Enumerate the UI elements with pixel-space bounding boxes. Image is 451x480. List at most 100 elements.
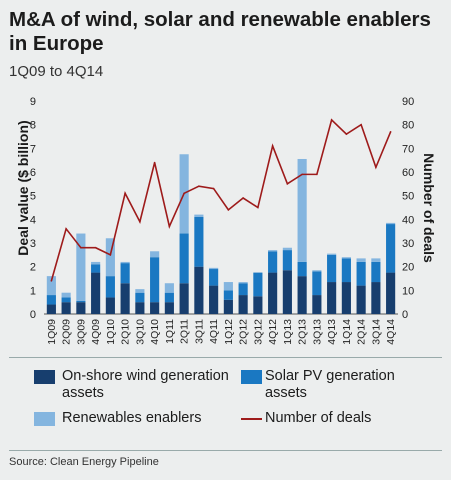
deals-point bbox=[242, 197, 244, 199]
deals-point bbox=[389, 130, 392, 133]
x-tick-label: 4Q14 bbox=[385, 319, 397, 345]
bar-solar-pv bbox=[105, 276, 115, 298]
y-tick-label: 9 bbox=[30, 96, 36, 108]
bar-renewables-enablers bbox=[223, 282, 233, 291]
bar-onshore-wind bbox=[164, 302, 174, 314]
x-tick-label: 2Q13 bbox=[297, 319, 309, 345]
bar-renewables-enablers bbox=[268, 250, 278, 252]
bar-solar-pv bbox=[223, 290, 233, 300]
deals-point bbox=[80, 246, 82, 249]
y2-tick-label: 70 bbox=[402, 143, 414, 155]
y-tick-label: 6 bbox=[30, 167, 36, 179]
bar-renewables-enablers bbox=[120, 261, 130, 264]
deals-point bbox=[198, 185, 200, 187]
legend-swatch bbox=[241, 418, 262, 420]
y2-tick-label: 50 bbox=[402, 191, 414, 203]
x-tick-label: 2Q14 bbox=[356, 319, 368, 345]
bar-renewables-enablers bbox=[61, 292, 71, 298]
bar-solar-pv bbox=[238, 283, 248, 296]
footer-divider bbox=[9, 450, 442, 451]
y-tick-label: 3 bbox=[30, 238, 36, 250]
deals-point bbox=[50, 280, 53, 282]
deals-line-series bbox=[50, 118, 392, 282]
bar-solar-pv bbox=[194, 216, 204, 267]
x-tick-label: 4Q13 bbox=[326, 319, 338, 345]
bar-renewables-enablers bbox=[76, 233, 86, 301]
x-tick-label: 2Q09 bbox=[61, 319, 73, 345]
y2-tick-label: 10 bbox=[402, 285, 414, 297]
x-tick-label: 1Q09 bbox=[46, 319, 58, 345]
deals-point bbox=[286, 183, 289, 185]
bar-renewables-enablers bbox=[164, 283, 174, 293]
bar-solar-pv bbox=[312, 271, 322, 296]
bar-renewables-enablers bbox=[282, 247, 292, 251]
x-tick-label: 4Q11 bbox=[208, 319, 220, 344]
deals-point bbox=[153, 161, 156, 164]
x-tick-label: 1Q11 bbox=[164, 319, 176, 344]
x-tick-label: 4Q10 bbox=[149, 319, 161, 345]
chart-title: M&A of wind, solar and renewable enabler… bbox=[9, 8, 431, 55]
legend-divider bbox=[9, 357, 442, 358]
bar-renewables-enablers bbox=[341, 257, 351, 259]
bar-solar-pv bbox=[164, 292, 174, 303]
bar-renewables-enablers bbox=[238, 282, 248, 284]
bar-renewables-enablers bbox=[356, 258, 366, 262]
bar-solar-pv bbox=[356, 261, 366, 286]
deals-point bbox=[330, 119, 333, 121]
y2-tick-label: 90 bbox=[402, 96, 414, 108]
bar-solar-pv bbox=[297, 261, 307, 277]
bar-renewables-enablers bbox=[327, 253, 337, 255]
x-tick-label: 4Q12 bbox=[267, 319, 279, 345]
bar-solar-pv bbox=[253, 272, 263, 297]
bar-renewables-enablers bbox=[150, 251, 160, 258]
bar-onshore-wind bbox=[76, 302, 86, 314]
bar-onshore-wind bbox=[105, 297, 115, 314]
bar-onshore-wind bbox=[238, 295, 248, 314]
deals-point bbox=[345, 133, 348, 135]
y2-tick-label: 80 bbox=[402, 120, 414, 132]
deals-point bbox=[168, 225, 171, 228]
bar-solar-pv bbox=[371, 261, 381, 283]
x-tick-label: 1Q12 bbox=[223, 319, 235, 345]
chart-bars bbox=[46, 154, 396, 314]
deals-point bbox=[65, 228, 67, 230]
y2-tick-label: 20 bbox=[402, 262, 414, 274]
bar-solar-pv bbox=[179, 233, 189, 284]
x-tick-label: 3Q12 bbox=[252, 319, 264, 345]
bar-onshore-wind bbox=[179, 283, 189, 314]
bar-onshore-wind bbox=[356, 285, 366, 314]
bar-onshore-wind bbox=[268, 272, 278, 314]
bar-solar-pv bbox=[341, 258, 351, 283]
legend-label: Solar PV generation assets bbox=[265, 368, 395, 401]
deals-point bbox=[94, 246, 97, 249]
bar-onshore-wind bbox=[209, 285, 219, 314]
deals-point bbox=[316, 173, 318, 176]
deals-point bbox=[183, 192, 185, 195]
bar-onshore-wind bbox=[386, 272, 396, 314]
bar-solar-pv bbox=[150, 257, 160, 303]
x-tick-label: 3Q14 bbox=[370, 319, 382, 345]
bar-solar-pv bbox=[46, 295, 56, 305]
bar-onshore-wind bbox=[91, 272, 101, 314]
y-tick-label: 8 bbox=[30, 120, 36, 132]
bar-onshore-wind bbox=[371, 282, 381, 314]
bar-onshore-wind bbox=[341, 282, 351, 314]
bar-solar-pv bbox=[91, 264, 101, 273]
bar-renewables-enablers bbox=[46, 276, 56, 296]
bar-onshore-wind bbox=[61, 302, 71, 314]
bar-renewables-enablers bbox=[371, 258, 381, 262]
bar-renewables-enablers bbox=[105, 238, 115, 277]
bar-solar-pv bbox=[268, 251, 278, 273]
deals-point bbox=[227, 209, 230, 211]
deals-point bbox=[257, 206, 259, 209]
x-tick-label: 2Q10 bbox=[120, 319, 132, 345]
legend-swatch bbox=[34, 370, 55, 384]
bar-onshore-wind bbox=[46, 304, 56, 314]
bar-renewables-enablers bbox=[135, 289, 145, 293]
legend-label: On-shore wind generation assets bbox=[62, 368, 229, 401]
deals-point bbox=[375, 166, 377, 169]
x-tick-label: 2Q12 bbox=[238, 319, 250, 345]
deals-point bbox=[271, 145, 274, 147]
deals-point bbox=[212, 187, 215, 190]
bar-onshore-wind bbox=[327, 282, 337, 314]
